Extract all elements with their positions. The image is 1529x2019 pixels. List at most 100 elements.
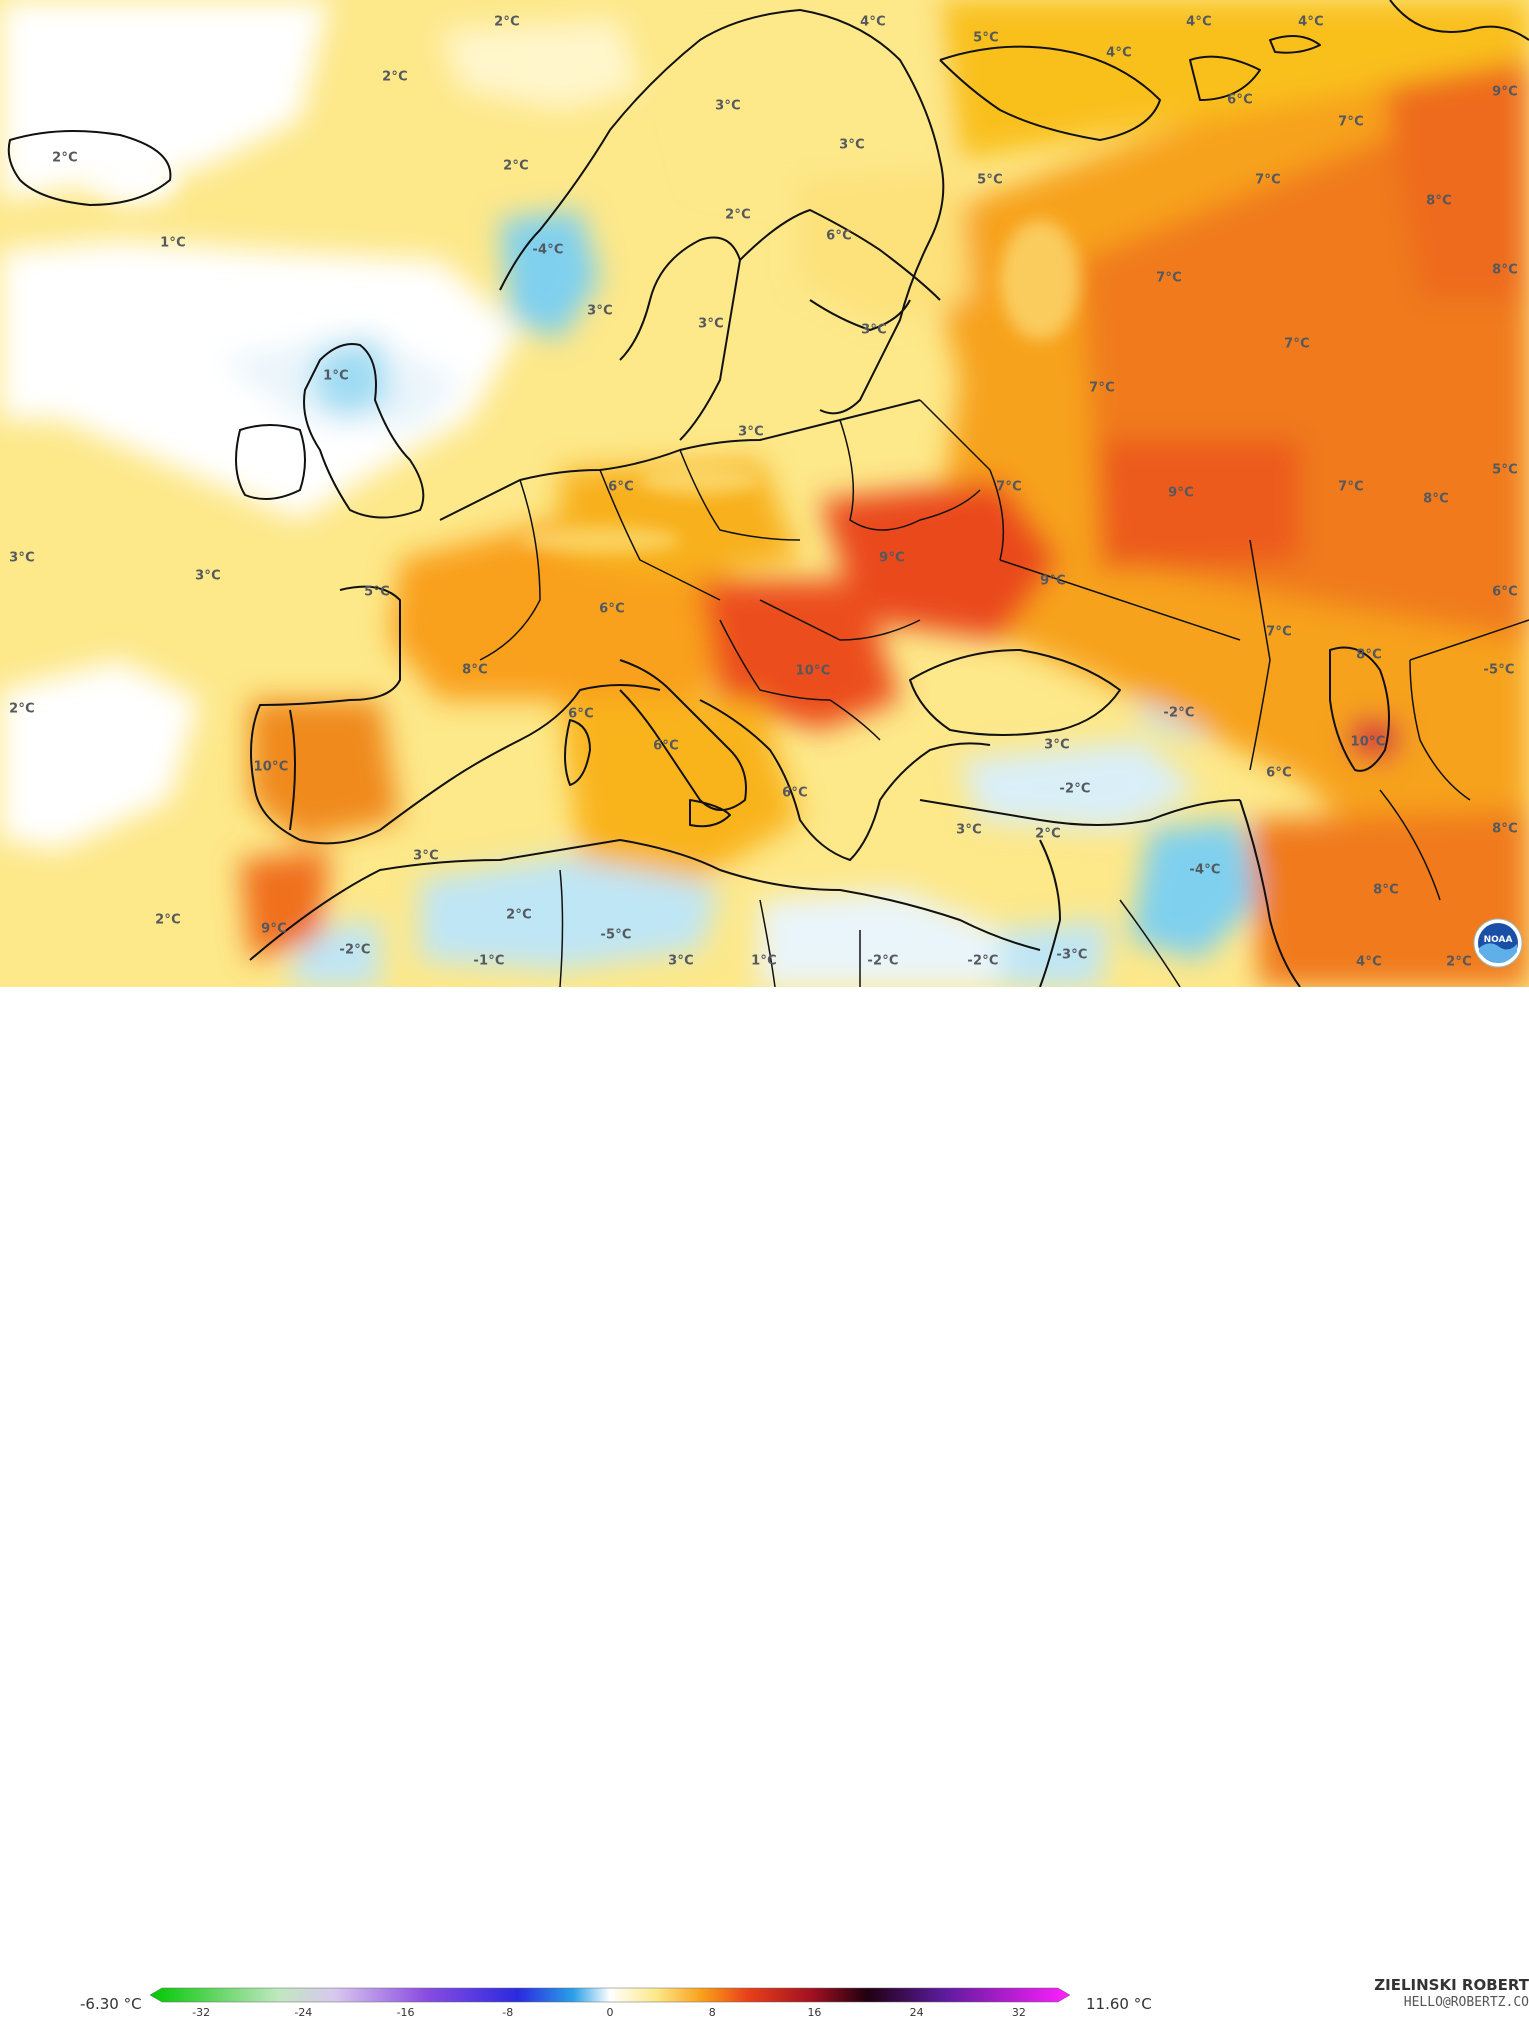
temperature-label: 3°C [861, 322, 887, 338]
temperature-label: -4°C [532, 242, 564, 258]
temperature-label: 5°C [1492, 462, 1518, 478]
temperature-label: 1°C [160, 235, 186, 251]
temperature-label: 1°C [323, 368, 349, 384]
colorbar-tick-label: 24 [909, 2006, 924, 2019]
temperature-label: -2°C [967, 953, 999, 969]
colorbar [150, 1987, 1070, 2003]
temperature-label: 5°C [364, 584, 390, 600]
temperature-label: 4°C [1186, 14, 1212, 30]
temperature-label: 3°C [839, 137, 865, 153]
temperature-label: 10°C [795, 663, 831, 679]
temperature-label: 8°C [1423, 491, 1449, 507]
temperature-label: 6°C [568, 706, 594, 722]
temperature-label: -1°C [473, 953, 505, 969]
temperature-label: 3°C [1044, 737, 1070, 753]
temperature-label: 8°C [1426, 193, 1452, 209]
colorbar-tick-label: 32 [1011, 2006, 1026, 2019]
temperature-label: 5°C [973, 30, 999, 46]
temperature-label: 6°C [1266, 765, 1292, 781]
temperature-label: 8°C [1492, 262, 1518, 278]
temperature-label: 3°C [698, 316, 724, 332]
temperature-label: 4°C [1106, 45, 1132, 61]
temperature-label: 6°C [826, 228, 852, 244]
colorbar-tick-label: 8 [708, 2006, 716, 2019]
temperature-label: 2°C [1446, 954, 1472, 970]
temperature-label: 7°C [996, 479, 1022, 495]
temperature-label: 6°C [599, 601, 625, 617]
temperature-label: 3°C [668, 953, 694, 969]
temperature-label: -4°C [1189, 862, 1221, 878]
colorbar-tick-label: -24 [294, 2006, 313, 2019]
temperature-label: 2°C [1035, 826, 1061, 842]
noaa-logo-icon: NOAA [1473, 918, 1523, 968]
temperature-label: 9°C [261, 921, 287, 937]
colorbar-tick-label: -16 [396, 2006, 415, 2019]
temperature-label: 7°C [1338, 479, 1364, 495]
temperature-label: -5°C [1483, 662, 1515, 678]
colorbar-tick-label: -32 [192, 2006, 211, 2019]
colorbar-tick-label: 0 [606, 2006, 614, 2019]
temperature-label: 2°C [506, 907, 532, 923]
temperature-map [0, 0, 1529, 987]
temperature-label: 10°C [253, 759, 289, 775]
texture-overlay [80, 162, 1080, 554]
temperature-label: 5°C [977, 172, 1003, 188]
temperature-field [0, 0, 1529, 987]
credit-email[interactable]: HELLO@ROBERTZ.CO [1403, 1995, 1529, 2010]
temperature-label: 6°C [1492, 584, 1518, 600]
temperature-label: 7°C [1284, 336, 1310, 352]
temperature-label: 2°C [725, 207, 751, 223]
temperature-label: 9°C [1168, 485, 1194, 501]
temperature-label: 2°C [9, 701, 35, 717]
temperature-label: 10°C [1350, 734, 1386, 750]
temperature-label: 4°C [1298, 14, 1324, 30]
colorbar-max-label: 11.60 °C [1086, 1995, 1152, 2013]
temperature-label: 3°C [587, 303, 613, 319]
temperature-label: 9°C [879, 550, 905, 566]
footer: -6.30 °C 11.60 °C -32 -24 -1 [0, 987, 1529, 2019]
temperature-label: 6°C [1227, 92, 1253, 108]
temperature-label: 9°C [1040, 573, 1066, 589]
temperature-label: 7°C [1255, 172, 1281, 188]
temperature-label: -2°C [867, 953, 899, 969]
temperature-label: 3°C [956, 822, 982, 838]
temperature-label: 3°C [9, 550, 35, 566]
colorbar-tick-label: 16 [807, 2006, 822, 2019]
credit-name: ZIELINSKI ROBERT [1374, 1976, 1529, 1994]
temperature-label: 6°C [608, 479, 634, 495]
temperature-label: -2°C [339, 942, 371, 958]
temperature-label: 2°C [503, 158, 529, 174]
temperature-label: 3°C [195, 568, 221, 584]
temperature-label: 3°C [738, 424, 764, 440]
temperature-label: 6°C [653, 738, 679, 754]
temperature-label: 2°C [155, 912, 181, 928]
temperature-label: -3°C [1056, 947, 1088, 963]
temperature-label: 7°C [1338, 114, 1364, 130]
coastlines [7, 0, 1529, 987]
temperature-label: 4°C [1356, 954, 1382, 970]
temperature-label: -2°C [1163, 705, 1195, 721]
temperature-label: 4°C [860, 14, 886, 30]
temperature-label: 2°C [52, 150, 78, 166]
noaa-logo-text: NOAA [1484, 935, 1513, 945]
temperature-label: 7°C [1266, 624, 1292, 640]
colorbar-tick-label: -8 [502, 2006, 514, 2019]
temperature-label: 9°C [1492, 84, 1518, 100]
temperature-label: 2°C [494, 14, 520, 30]
temperature-shading [0, 0, 1529, 987]
country-borders [479, 399, 1529, 987]
temperature-label: 7°C [1089, 380, 1115, 396]
temperature-label: 3°C [413, 848, 439, 864]
temperature-label: 8°C [1373, 882, 1399, 898]
temperature-label: -2°C [1059, 781, 1091, 797]
temperature-label: -5°C [600, 927, 632, 943]
colorbar-min-label: -6.30 °C [80, 1995, 142, 2013]
temperature-label: 7°C [1156, 270, 1182, 286]
temperature-label: 8°C [462, 662, 488, 678]
temperature-label: 3°C [715, 98, 741, 114]
temperature-label: 8°C [1356, 647, 1382, 663]
temperature-label: 8°C [1492, 821, 1518, 837]
temperature-label: 2°C [382, 69, 408, 85]
temperature-label: 6°C [782, 785, 808, 801]
temperature-label: 1°C [751, 953, 777, 969]
